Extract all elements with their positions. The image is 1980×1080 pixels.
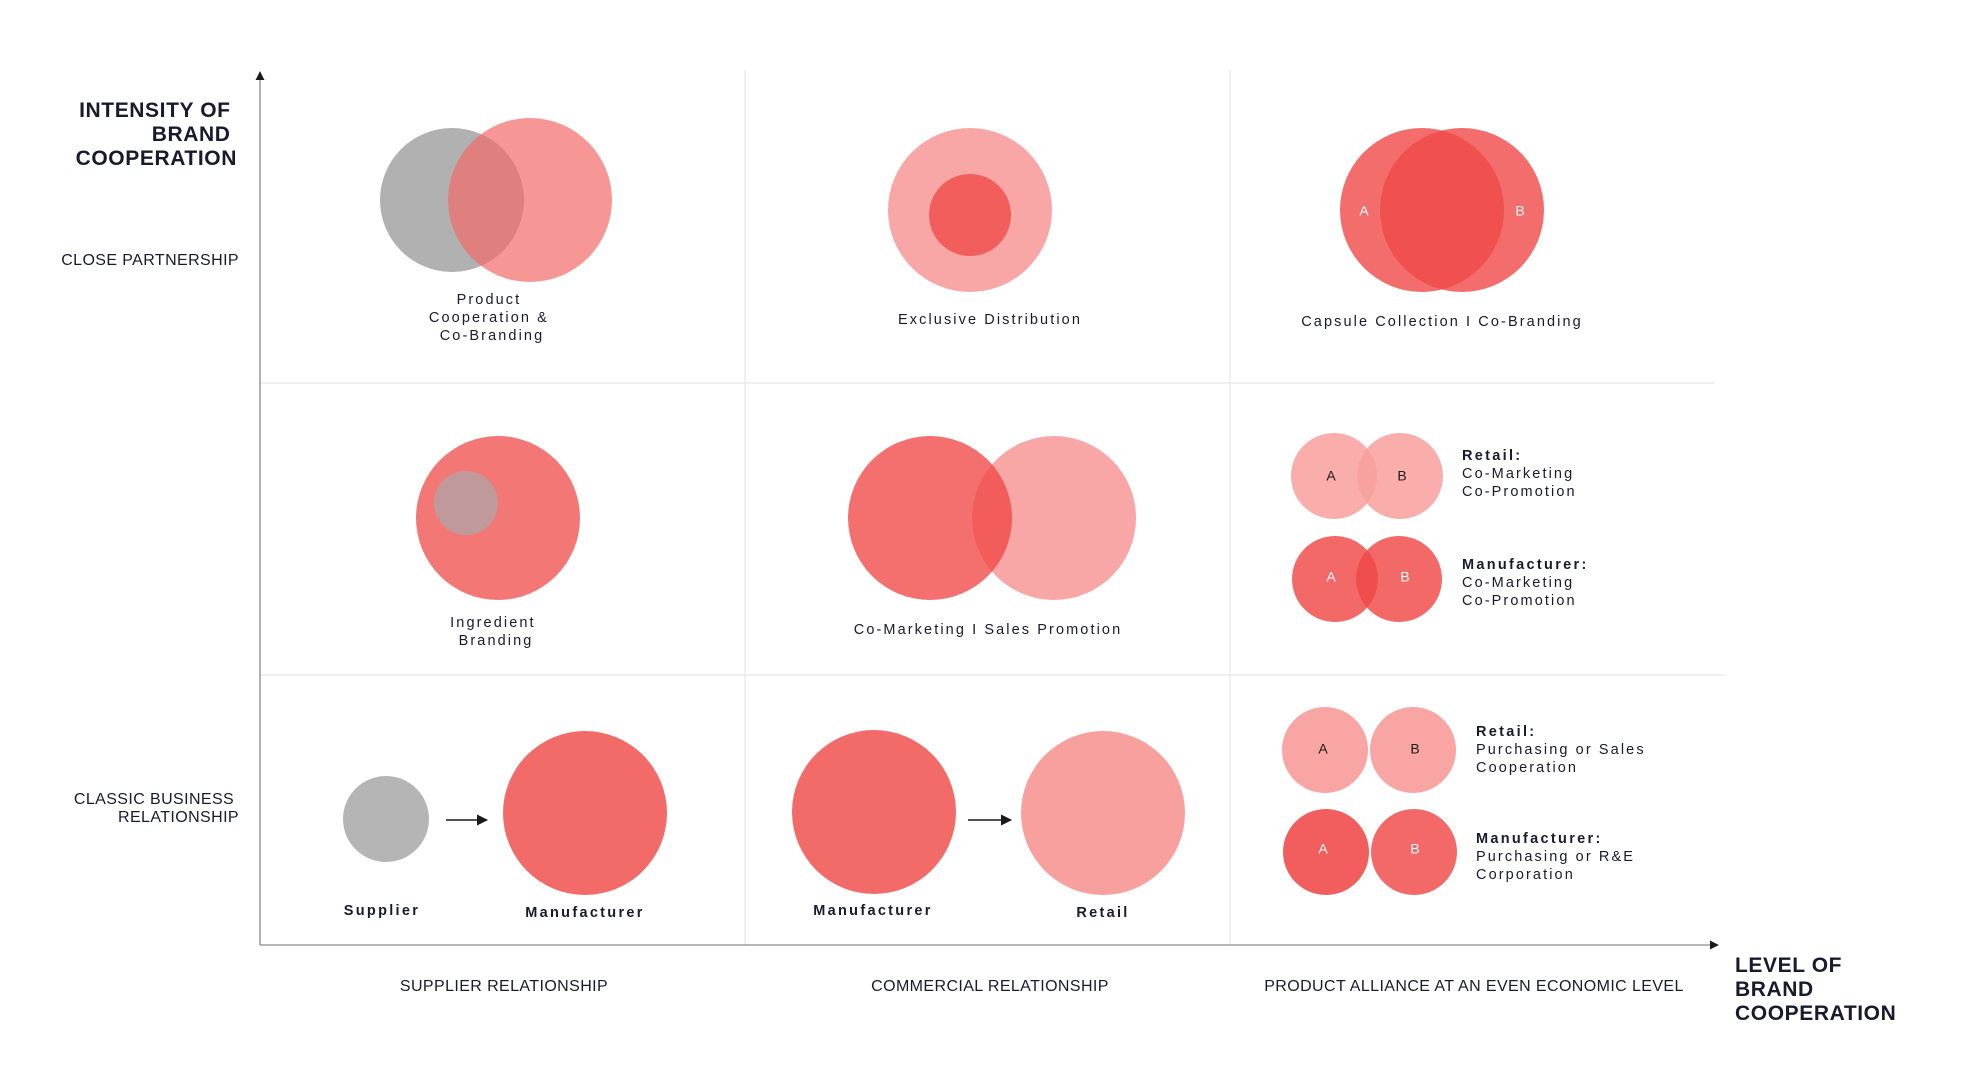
node-label-a: A <box>1326 569 1336 585</box>
cell-supplier-manufacturer: Supplier Manufacturer <box>343 731 667 921</box>
node-label-b: B <box>1410 841 1419 857</box>
node-circle-b <box>1370 707 1456 793</box>
grid <box>260 70 1725 945</box>
venn-circle-b <box>1380 128 1544 292</box>
inner-circle-gray <box>434 471 498 535</box>
y-axis-title: INTENSITY OF BRAND COOPERATION <box>76 99 237 170</box>
retail-pair: A B <box>1291 433 1443 519</box>
supplier-circle <box>343 776 429 862</box>
caption-ingredient-branding: Ingredient Branding <box>450 615 542 649</box>
row-label-classic-business: CLASSIC BUSINESS RELATIONSHIP <box>74 791 239 826</box>
node-label-b: B <box>1410 741 1419 757</box>
manufacturer-pair: A B <box>1292 536 1442 622</box>
label-manufacturer: Manufacturer <box>525 905 644 921</box>
manufacturer-circle <box>503 731 667 895</box>
retail-circle <box>1021 731 1185 895</box>
col-label-commercial-relationship: COMMERCIAL RELATIONSHIP <box>871 978 1109 995</box>
inner-circle-red <box>929 174 1011 256</box>
caption-product-cooperation: Product Cooperation & Co-Branding <box>429 292 555 344</box>
col-label-product-alliance: PRODUCT ALLIANCE AT AN EVEN ECONOMIC LEV… <box>1264 978 1684 995</box>
node-label-b: B <box>1515 203 1524 219</box>
x-axis-title: LEVEL OF BRAND COOPERATION <box>1735 954 1896 1025</box>
node-circle-b <box>1356 536 1442 622</box>
axes <box>255 71 1719 950</box>
node-label-b: B <box>1397 468 1406 484</box>
cell-product-cooperation: Product Cooperation & Co-Branding <box>380 118 612 344</box>
node-circle-a <box>1283 809 1369 895</box>
caption-capsule-collection: Capsule Collection I Co-Branding <box>1301 314 1583 330</box>
node-label-b: B <box>1400 569 1409 585</box>
row-label-close-partnership: CLOSE PARTNERSHIP <box>61 252 239 269</box>
manufacturer-circle <box>792 730 956 894</box>
venn-circle-pink <box>972 436 1136 600</box>
caption-co-marketing: Co-Marketing I Sales Promotion <box>854 622 1123 638</box>
cell-alliance-co-marketing: A B Retail: Co-Marketing Co-Promotion A … <box>1291 433 1593 622</box>
node-circle-a <box>1282 707 1368 793</box>
cell-exclusive-distribution: Exclusive Distribution <box>888 128 1082 328</box>
cell-alliance-purchasing: A B Retail: Purchasing or Sales Cooperat… <box>1282 707 1650 895</box>
node-label-a: A <box>1318 741 1328 757</box>
manufacturer-pair: A B <box>1283 809 1457 895</box>
caption-exclusive-distribution: Exclusive Distribution <box>898 312 1082 328</box>
text-manufacturer-purchasing: Manufacturer: Purchasing or R&E Corporat… <box>1476 830 1639 883</box>
cell-manufacturer-retail: Manufacturer Retail <box>792 730 1185 921</box>
text-retail-co-marketing: Retail: Co-Marketing Co-Promotion <box>1462 447 1579 500</box>
label-manufacturer: Manufacturer <box>813 903 932 919</box>
cell-co-marketing: Co-Marketing I Sales Promotion <box>848 436 1136 638</box>
node-circle-a <box>1292 536 1378 622</box>
text-manufacturer-co-marketing: Manufacturer: Co-Marketing Co-Promotion <box>1462 556 1593 609</box>
cell-capsule-collection: A B Capsule Collection I Co-Branding <box>1301 128 1583 330</box>
venn-circle-red <box>448 118 612 282</box>
text-retail-purchasing: Retail: Purchasing or Sales Cooperation <box>1476 723 1650 776</box>
node-circle-b <box>1371 809 1457 895</box>
cell-ingredient-branding: Ingredient Branding <box>416 436 580 649</box>
label-retail: Retail <box>1076 905 1129 921</box>
label-supplier: Supplier <box>344 903 420 919</box>
node-label-a: A <box>1318 841 1328 857</box>
node-label-a: A <box>1326 468 1336 484</box>
node-circle-a <box>1291 433 1377 519</box>
retail-pair: A B <box>1282 707 1456 793</box>
node-circle-b <box>1357 433 1443 519</box>
node-label-a: A <box>1359 203 1369 219</box>
col-label-supplier-relationship: SUPPLIER RELATIONSHIP <box>400 978 608 995</box>
venn-circle-red <box>848 436 1012 600</box>
